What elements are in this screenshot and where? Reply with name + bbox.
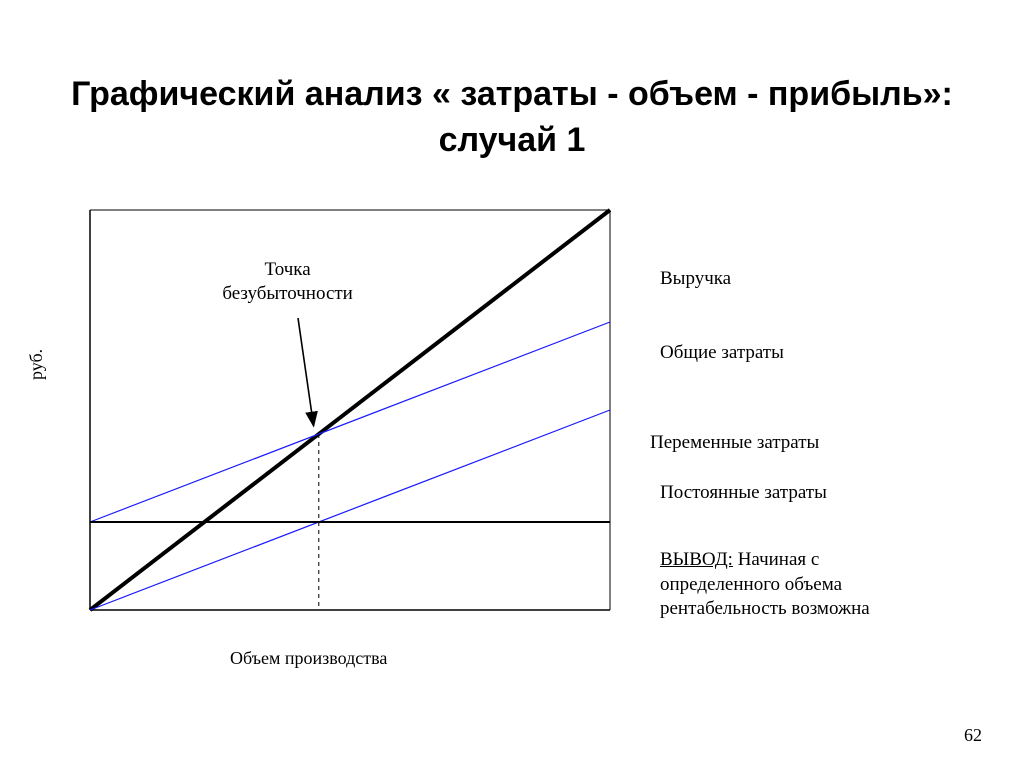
series-variable_costs (90, 410, 610, 610)
page-number: 62 (964, 725, 982, 746)
break-even-annotation: Точкабезубыточности (198, 258, 378, 306)
annotation-line1: Точка (198, 258, 378, 282)
conclusion-lead: ВЫВОД: (660, 549, 733, 570)
slide: Графический анализ « затраты - объем - п… (0, 0, 1024, 768)
y-axis-label: руб. (26, 349, 47, 380)
series-total_costs (90, 322, 610, 522)
slide-title: Графический анализ « затраты - объем - п… (60, 72, 964, 164)
annotation-arrow (298, 318, 314, 426)
conclusion-text: ВЫВОД: Начиная с определенного объема ре… (660, 548, 940, 622)
legend-revenue: Выручка (660, 268, 731, 290)
legend-fixed-costs: Постоянные затраты (660, 482, 827, 504)
x-axis-label: Объем производства (230, 648, 387, 669)
annotation-line2: безубыточности (198, 282, 378, 306)
legend-variable-costs: Переменные затраты (650, 432, 819, 454)
legend-total-costs: Общие затраты (660, 342, 784, 364)
